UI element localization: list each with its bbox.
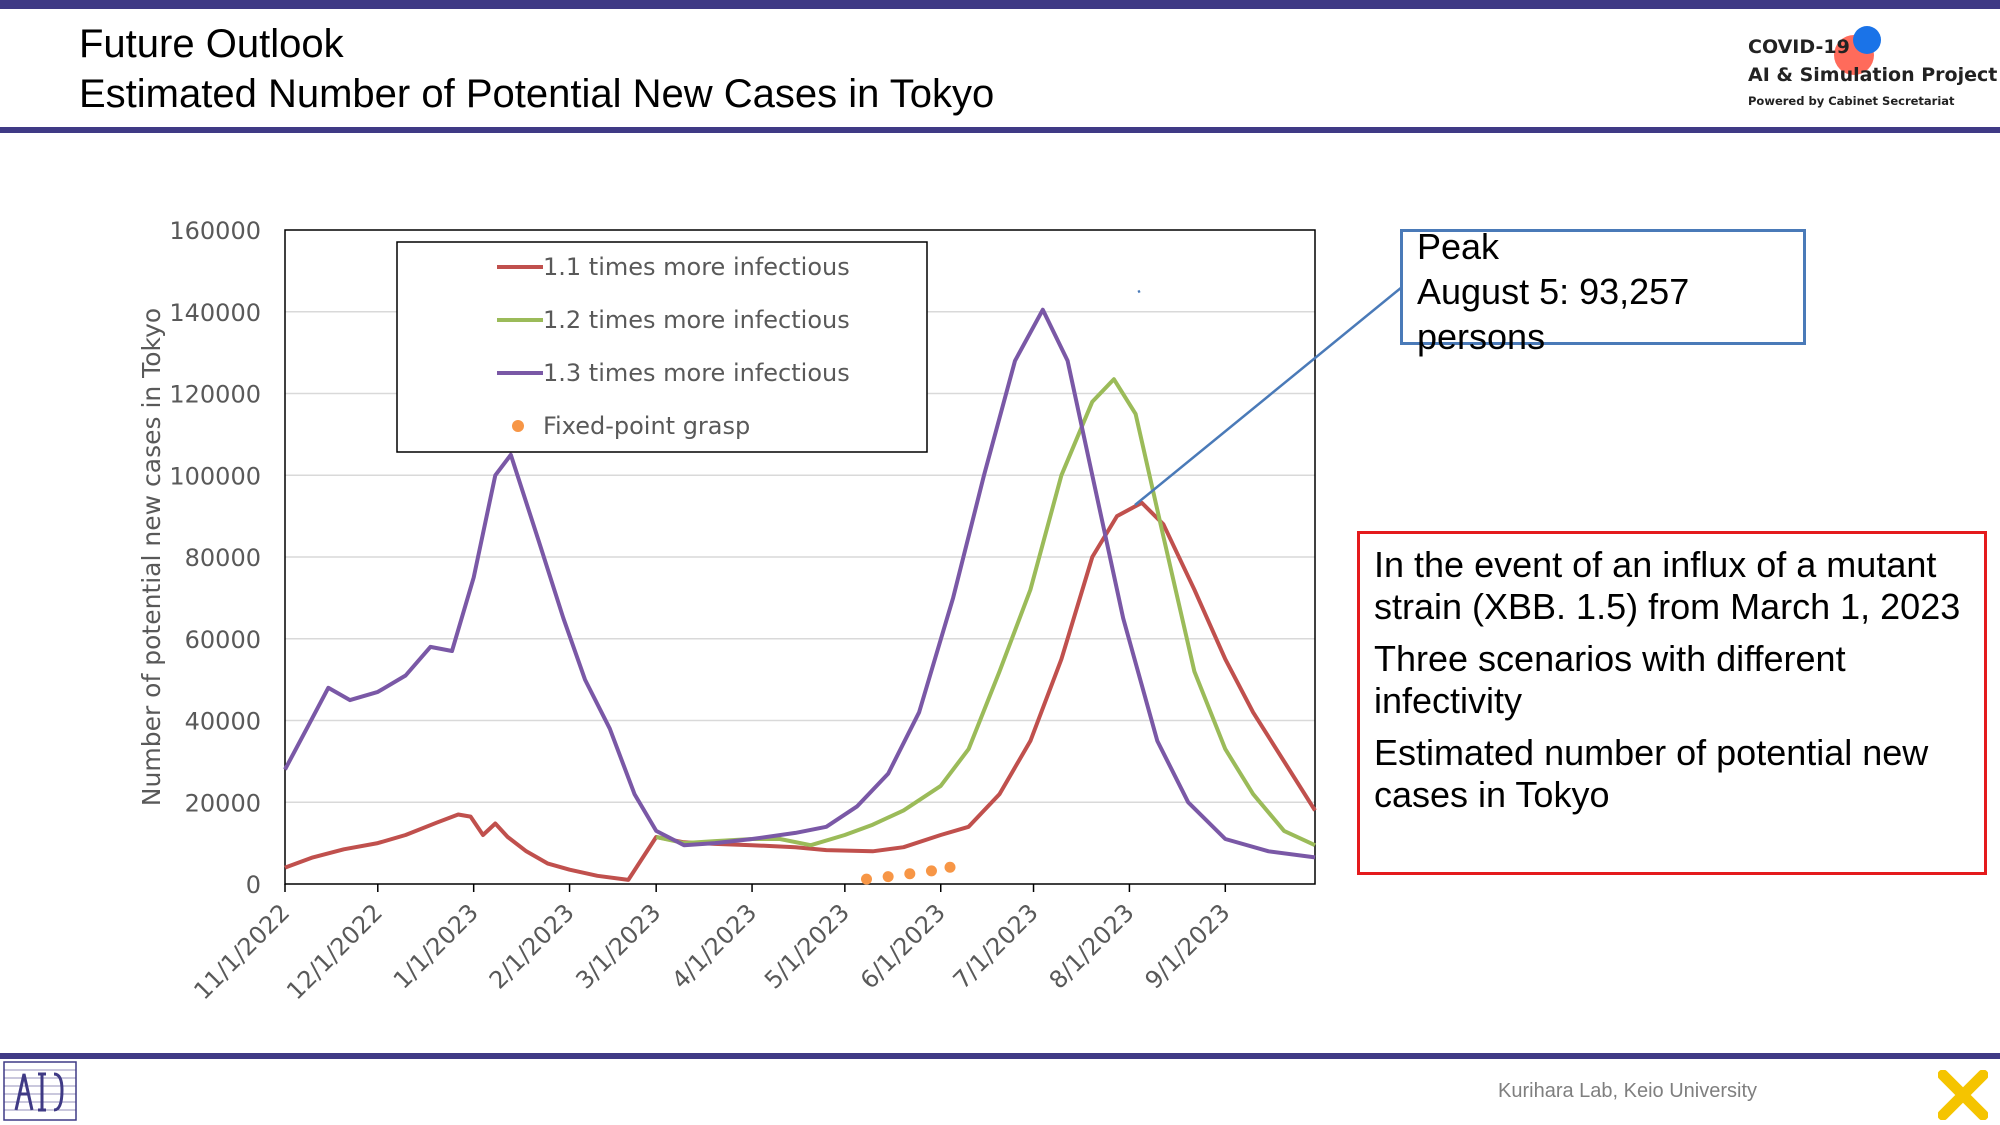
x-tick-label: 8/1/2023	[1044, 898, 1140, 994]
x-tick-label: 11/1/2022	[188, 898, 295, 1005]
legend-marker	[512, 420, 524, 432]
covid-project-logo: COVID-19 AI & Simulation Project Powered…	[1748, 22, 1997, 112]
series-layer	[283, 307, 1317, 885]
fixed-point-marker	[861, 873, 873, 885]
x-tick-label: 4/1/2023	[666, 898, 762, 994]
x-tick-label: 9/1/2023	[1140, 898, 1236, 994]
legend-box	[396, 241, 928, 453]
x-tick-label: 7/1/2023	[948, 898, 1044, 994]
fixed-point-marker	[925, 865, 937, 877]
logo-line3: Powered by Cabinet Secretariat	[1748, 94, 1955, 108]
scenario-info-box: In the event of an influx of a mutant st…	[1357, 531, 1987, 875]
plot-area-border	[284, 229, 1316, 885]
university-logo-icon	[1938, 1070, 1988, 1120]
fixed-point-marker	[944, 861, 956, 873]
footer-rule	[0, 1053, 2000, 1059]
y-tick-label: 80000	[185, 544, 261, 572]
series-line	[284, 500, 1317, 882]
y-tick-label: 100000	[169, 462, 261, 490]
x-tick-label: 5/1/2023	[759, 898, 855, 994]
peak-leader-line	[1134, 286, 1403, 506]
x-tick-label: 3/1/2023	[570, 898, 666, 994]
y-tick-label: 60000	[185, 626, 261, 654]
logo-line1: COVID-19	[1748, 36, 1850, 58]
peak-line3: persons	[1417, 316, 1546, 357]
y-tick-labels: 0 20000 40000 60000 80000 100000 120000 140000 1…	[169, 217, 261, 899]
logo-line2: AI & Simulation Project	[1748, 64, 1998, 86]
series-line	[283, 307, 1316, 860]
legend-entry: Fixed-point grasp	[543, 412, 750, 440]
fixed-point-marker	[904, 868, 916, 880]
legend-entry: 1.1 times more infectious	[543, 253, 850, 281]
info-paragraph: In the event of an influx of a mutant st…	[1374, 544, 1961, 627]
y-tick-label: 20000	[185, 789, 261, 817]
peak-line2: August 5: 93,257	[1417, 271, 1690, 312]
logo-dots-icon	[1834, 26, 1881, 75]
page-title-line2: Estimated Number of Potential New Cases …	[79, 72, 995, 116]
legend-entry: 1.3 times more infectious	[543, 359, 850, 387]
peak-annotation-box: Peak August 5: 93,257 persons	[1400, 226, 1806, 357]
x-tick-label: 12/1/2022	[281, 898, 388, 1005]
y-axis-label: Number of potential new cases in Tokyo	[137, 308, 166, 806]
fixed-point-marker	[882, 871, 894, 883]
info-paragraph: Estimated number of potential new cases …	[1374, 732, 1929, 815]
y-tick-label: 0	[246, 871, 261, 899]
chart-legend: 1.1 times more infectious 1.2 times more …	[396, 241, 928, 453]
x-tick-label: 2/1/2023	[484, 898, 580, 994]
header-rule	[0, 127, 2000, 133]
peak-line1: Peak	[1417, 226, 1500, 267]
x-tick-label: 1/1/2023	[388, 898, 484, 994]
y-tick-label: 140000	[169, 299, 261, 327]
x-tick-label: 6/1/2023	[855, 898, 951, 994]
footer-credit: Kurihara Lab, Keio University	[1498, 1080, 1758, 1102]
logo-blue-dot	[1853, 26, 1881, 54]
y-tick-label: 160000	[169, 217, 261, 245]
info-paragraph: Three scenarios with different infectivi…	[1374, 638, 1846, 721]
y-tick-label: 120000	[169, 381, 261, 409]
y-tick-label: 40000	[185, 708, 261, 736]
top-bar	[0, 0, 2000, 9]
page-title-line1: Future Outlook	[79, 22, 344, 66]
peak-leader-line-stub	[1137, 289, 1141, 294]
lab-logo-icon	[3, 1061, 77, 1121]
series-line	[655, 377, 1316, 848]
legend-entry: 1.2 times more infectious	[543, 306, 850, 334]
